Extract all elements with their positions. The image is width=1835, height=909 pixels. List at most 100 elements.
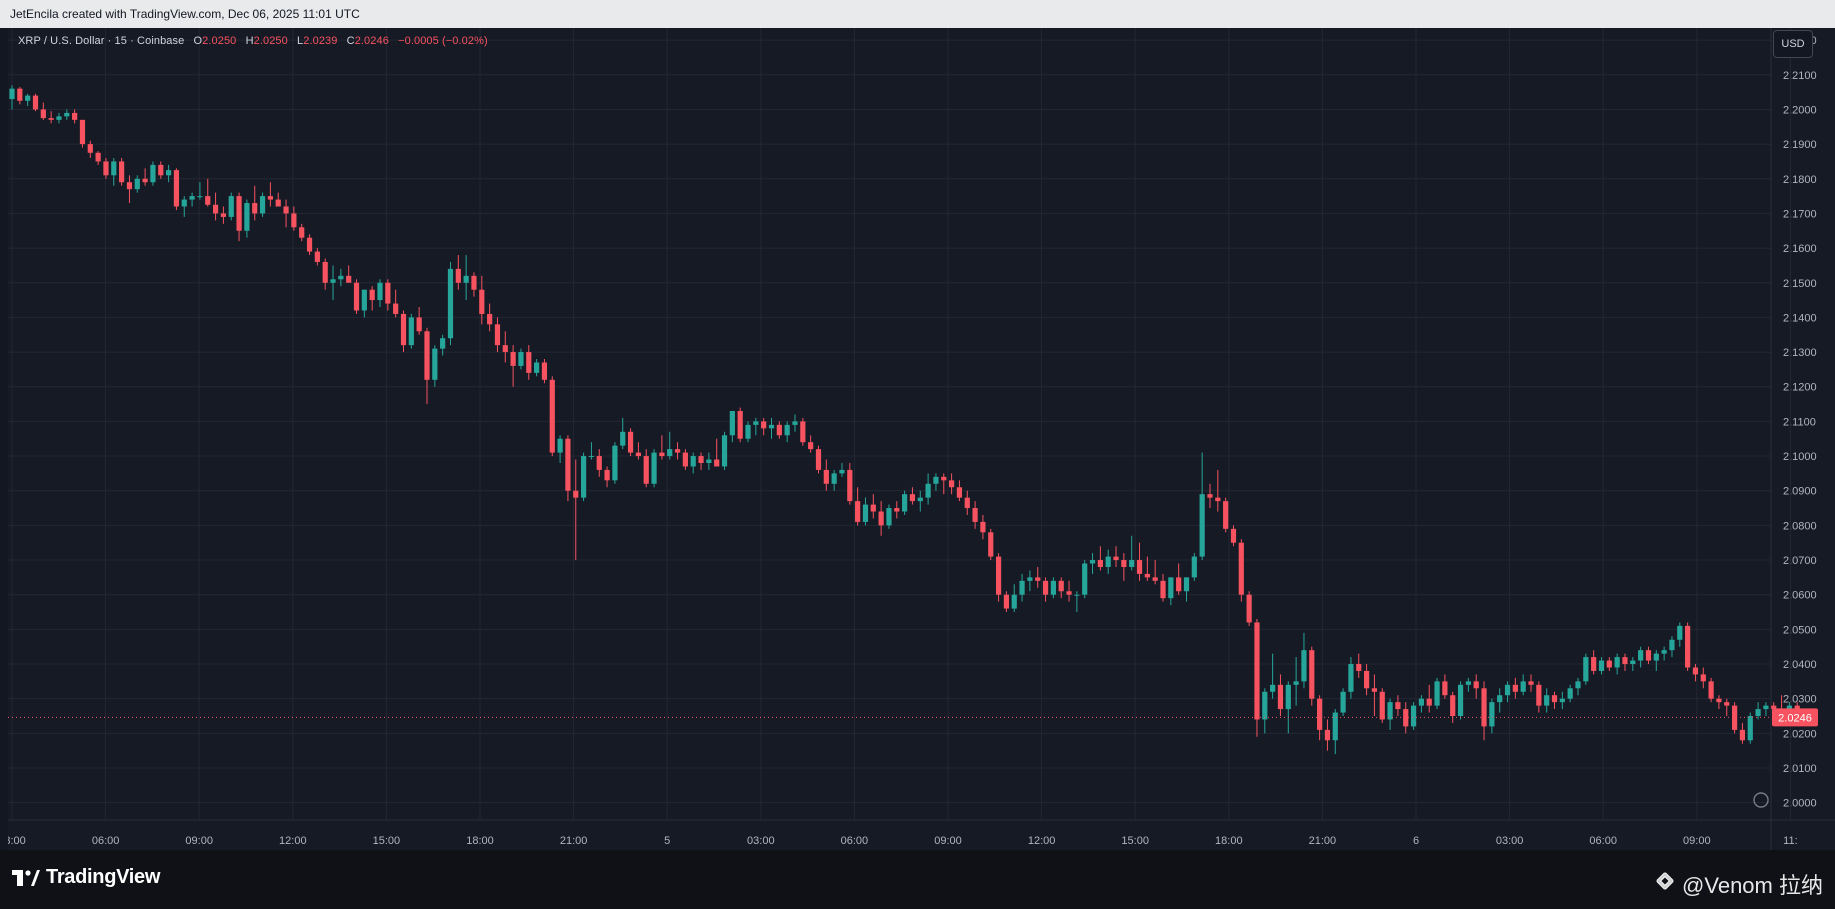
candle-body bbox=[322, 261, 328, 283]
candle-body bbox=[1199, 494, 1205, 557]
candle-body bbox=[1685, 625, 1691, 668]
candle-body bbox=[416, 317, 422, 332]
candle-body bbox=[745, 424, 751, 439]
last-price-label: 2.0246 bbox=[1778, 712, 1812, 724]
candle-body bbox=[1630, 660, 1636, 665]
candle-body bbox=[338, 275, 344, 280]
y-tick-label: 2.1500 bbox=[1783, 278, 1817, 290]
candle-body bbox=[1121, 560, 1127, 567]
candle-body bbox=[588, 456, 595, 458]
y-tick-label: 2.0300 bbox=[1783, 694, 1817, 706]
candle-body bbox=[9, 88, 15, 100]
candlestick-chart[interactable]: 2.22002.21002.20002.19002.18002.17002.16… bbox=[8, 28, 1835, 850]
candle-body bbox=[1042, 580, 1049, 595]
candle-body bbox=[1207, 494, 1213, 498]
candle-body bbox=[1708, 681, 1714, 699]
candle-body bbox=[949, 480, 955, 488]
y-tick-label: 2.0400 bbox=[1783, 659, 1817, 671]
candle-body bbox=[408, 317, 414, 346]
candle-body bbox=[1661, 650, 1667, 654]
candle-body bbox=[361, 289, 367, 311]
x-tick-label: 15:00 bbox=[373, 835, 401, 847]
candle-body bbox=[823, 469, 829, 484]
candle-body bbox=[698, 456, 704, 463]
candle-body bbox=[1144, 573, 1150, 578]
y-tick-label: 2.1100 bbox=[1783, 416, 1816, 428]
x-tick-label: 09:00 bbox=[185, 835, 213, 847]
candle-body bbox=[1669, 639, 1675, 651]
candle-body bbox=[1732, 705, 1738, 730]
watermark: @Venom 拉纳 bbox=[1654, 868, 1823, 900]
symbol-legend: XRP / U.S. Dollar · 15 · Coinbase O2.025… bbox=[18, 35, 488, 47]
candle-body bbox=[972, 508, 978, 522]
candle-body bbox=[1105, 556, 1111, 567]
x-tick-label: 18:00 bbox=[466, 835, 494, 847]
y-tick-label: 2.0500 bbox=[1783, 624, 1817, 636]
candle-body bbox=[792, 421, 798, 425]
y-tick-label: 2.2000 bbox=[1783, 104, 1817, 116]
y-tick-label: 2.0800 bbox=[1783, 520, 1817, 532]
candle-body bbox=[729, 411, 735, 436]
candle-body bbox=[1129, 560, 1135, 567]
candle-body bbox=[126, 182, 133, 190]
candle-body bbox=[510, 352, 516, 366]
candle-body bbox=[1755, 709, 1761, 717]
candle-body bbox=[909, 494, 916, 502]
candle-body bbox=[635, 452, 641, 457]
candle-body bbox=[1575, 681, 1581, 689]
watermark-text: @Venom 拉纳 bbox=[1682, 873, 1823, 898]
goto-realtime-icon[interactable] bbox=[1753, 792, 1769, 808]
candle-body bbox=[1442, 681, 1448, 696]
open-label: O bbox=[193, 35, 203, 47]
candle-body bbox=[534, 362, 540, 373]
high-value: 2.0250 bbox=[253, 35, 288, 47]
candle-body bbox=[1152, 577, 1158, 581]
x-tick-label: 21:00 bbox=[560, 835, 588, 847]
candle-body bbox=[252, 203, 258, 214]
footer-bar bbox=[0, 850, 1835, 909]
candle-body bbox=[1160, 580, 1166, 599]
candle-body bbox=[1739, 729, 1746, 741]
candle-body bbox=[103, 161, 109, 176]
candle-body bbox=[142, 178, 148, 183]
close-label: C bbox=[346, 35, 355, 47]
tradingview-brand[interactable]: TradingView bbox=[12, 866, 160, 889]
candle-body bbox=[1113, 556, 1119, 561]
y-tick-label: 2.2100 bbox=[1783, 70, 1817, 82]
candle-body bbox=[1426, 698, 1432, 706]
attribution-text: JetEncila created with TradingView.com, … bbox=[10, 7, 360, 21]
candle-body bbox=[964, 497, 970, 509]
change-value: −0.0005 (−0.02%) bbox=[398, 35, 488, 47]
candle-body bbox=[1230, 528, 1237, 543]
symbol-name[interactable]: XRP / U.S. Dollar · 15 · Coinbase bbox=[18, 35, 185, 47]
candle-body bbox=[1340, 691, 1346, 713]
candle-body bbox=[56, 116, 62, 120]
candle-body bbox=[808, 442, 814, 450]
candle-body bbox=[925, 483, 931, 498]
chart-area[interactable]: 2.22002.21002.20002.19002.18002.17002.16… bbox=[8, 28, 1835, 850]
candle-body bbox=[463, 275, 469, 283]
candle-body bbox=[1082, 563, 1088, 595]
candle-body bbox=[596, 456, 602, 470]
candle-body bbox=[1317, 698, 1323, 730]
open-value: 2.0250 bbox=[202, 35, 237, 47]
candle-body bbox=[1074, 594, 1080, 596]
candle-body bbox=[1528, 681, 1534, 685]
currency-button[interactable]: USD bbox=[1773, 30, 1813, 58]
x-tick-label: 21:00 bbox=[1309, 835, 1337, 847]
candle-body bbox=[917, 497, 923, 502]
candle-body bbox=[1395, 702, 1401, 710]
candle-body bbox=[87, 144, 93, 153]
candle-body bbox=[737, 411, 743, 439]
candle-body bbox=[1285, 684, 1291, 710]
candle-body bbox=[346, 275, 352, 283]
candle-body bbox=[1489, 702, 1495, 727]
candle-body bbox=[714, 459, 720, 467]
candle-body bbox=[956, 487, 963, 498]
candle-body bbox=[1371, 688, 1378, 692]
candle-body bbox=[1168, 577, 1174, 599]
candle-body bbox=[330, 279, 336, 283]
candle-body bbox=[17, 88, 23, 101]
candle-body bbox=[1724, 702, 1730, 706]
candle-body bbox=[1591, 657, 1597, 671]
